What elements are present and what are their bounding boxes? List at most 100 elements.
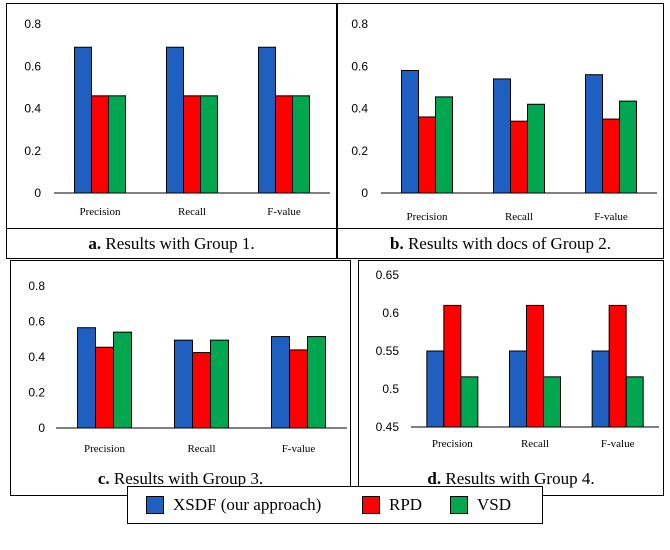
y-tick-label-d-1: 0.5 xyxy=(382,382,399,396)
chart-panel-d: 0.45 0.5 0.55 0.6 0.65 Precision Recall F-value… xyxy=(358,260,664,496)
y-tick-label-b-3: 0.6 xyxy=(351,59,368,73)
x-category-label-a-2: F-value xyxy=(267,206,301,218)
bar-a-precision-vsd xyxy=(108,95,126,194)
x-category-label-a-0: Precision xyxy=(80,206,121,218)
y-tick-label-a-0: 0 xyxy=(34,186,41,200)
chart-panel-c: 0 0.2 0.4 0.6 0.8 Precision Recall F-value c. R… xyxy=(10,260,351,496)
chart-svg-b: 0 0.2 0.4 0.6 0.8 Precision Recall F-value xyxy=(351,17,657,223)
caption-letter-a: a. xyxy=(88,234,102,253)
legend-swatch-rpd xyxy=(362,496,380,514)
bar-a-precision-rpd xyxy=(91,95,109,194)
x-category-label-a-1: Recall xyxy=(178,206,206,218)
caption-letter-c: c. xyxy=(97,469,110,488)
legend-item-rpd: RPD xyxy=(362,494,422,516)
chart-panel-b: 0 0.2 0.4 0.6 0.8 Precision Recall F-value b. R… xyxy=(337,3,664,259)
bar-c-fvalue-rpd xyxy=(289,349,308,429)
x-category-label-c-0: Precision xyxy=(84,443,125,455)
y-tick-label-b-0: 0 xyxy=(361,186,368,200)
bar-b-precision-xsdf xyxy=(401,69,419,194)
bar-b-fvalue-rpd xyxy=(602,118,620,194)
bar-c-precision-vsd xyxy=(113,331,132,429)
bar-a-fvalue-rpd xyxy=(275,95,293,194)
bar-c-fvalue-vsd xyxy=(307,336,326,429)
y-tick-label-c-1: 0.2 xyxy=(28,386,45,400)
y-tick-label-b-2: 0.4 xyxy=(351,102,368,116)
bar-d-recall-xsdf xyxy=(509,350,527,428)
y-tick-label-d-3: 0.6 xyxy=(382,306,399,320)
bar-c-recall-rpd xyxy=(192,352,211,429)
y-tick-label-d-2: 0.55 xyxy=(376,344,400,358)
bar-b-precision-rpd xyxy=(418,116,436,194)
legend-item-vsd: VSD xyxy=(450,494,511,516)
x-category-label-b-2: F-value xyxy=(594,211,628,223)
y-tick-label-c-4: 0.8 xyxy=(28,279,45,293)
y-tick-label-a-3: 0.6 xyxy=(24,59,41,73)
x-category-label-c-1: Recall xyxy=(187,443,215,455)
chart-svg-a: 0 0.2 0.4 0.6 0.8 Precision Recall F-value xyxy=(24,17,330,218)
y-tick-label-d-4: 0.65 xyxy=(376,268,400,282)
caption-divider-a xyxy=(7,228,336,229)
legend-swatch-xsdf xyxy=(146,496,164,514)
bar-d-fvalue-rpd xyxy=(608,304,627,428)
x-category-label-d-2: F-value xyxy=(601,438,635,450)
bar-a-recall-rpd xyxy=(183,95,201,194)
legend-label-xsdf: XSDF (our approach) xyxy=(173,495,322,514)
bar-a-recall-xsdf xyxy=(166,46,184,194)
bar-b-recall-vsd xyxy=(527,103,545,194)
caption-text-c: Results with Group 3. xyxy=(109,469,264,488)
y-tick-label-a-1: 0.2 xyxy=(24,144,41,158)
caption-letter-d: d. xyxy=(427,469,442,488)
bar-c-recall-xsdf xyxy=(174,339,193,429)
bar-a-fvalue-xsdf xyxy=(258,46,276,194)
x-category-label-d-1: Recall xyxy=(521,438,549,450)
chart-caption-c: c. Results with Group 3. xyxy=(11,469,350,489)
legend-item-xsdf: XSDF (our approach) xyxy=(146,494,321,516)
y-tick-label-c-2: 0.4 xyxy=(28,350,45,364)
caption-letter-b: b. xyxy=(389,234,404,253)
bar-b-fvalue-vsd xyxy=(619,100,637,194)
bar-d-fvalue-vsd xyxy=(625,376,644,428)
bar-b-recall-xsdf xyxy=(493,78,511,194)
bar-d-precision-rpd xyxy=(443,304,462,428)
legend-label-rpd: RPD xyxy=(389,495,423,514)
y-tick-label-c-0: 0 xyxy=(38,421,45,435)
chart-caption-b: b. Results with docs of Group 2. xyxy=(338,234,663,254)
bar-b-recall-rpd xyxy=(510,120,528,194)
bar-d-precision-vsd xyxy=(460,376,479,428)
x-category-label-c-2: F-value xyxy=(282,443,316,455)
chart-panel-a: 0 0.2 0.4 0.6 0.8 Precision Recall F-value a. R… xyxy=(6,3,337,259)
x-category-label-d-0: Precision xyxy=(432,438,473,450)
bar-a-recall-vsd xyxy=(200,95,218,194)
chart-legend: XSDF (our approach) RPD VSD xyxy=(127,486,543,524)
legend-label-vsd: VSD xyxy=(477,495,512,514)
bar-b-precision-vsd xyxy=(435,96,453,194)
bar-c-precision-xsdf xyxy=(77,327,96,429)
y-tick-label-d-0: 0.45 xyxy=(376,420,400,434)
bar-d-fvalue-xsdf xyxy=(591,350,610,428)
chart-svg-c: 0 0.2 0.4 0.6 0.8 Precision Recall F-value xyxy=(28,279,347,455)
bar-c-fvalue-xsdf xyxy=(271,336,290,429)
bar-d-recall-vsd xyxy=(543,376,561,428)
y-tick-label-a-2: 0.4 xyxy=(24,102,41,116)
y-tick-label-b-1: 0.2 xyxy=(351,144,368,158)
bar-d-recall-rpd xyxy=(526,304,544,428)
chart-svg-d: 0.45 0.5 0.55 0.6 0.65 Precision Recall F-value xyxy=(376,268,659,450)
x-category-label-b-0: Precision xyxy=(407,211,448,223)
chart-caption-a: a. Results with Group 1. xyxy=(7,234,336,254)
caption-text-a: Results with Group 1. xyxy=(101,234,255,253)
bar-a-fvalue-vsd xyxy=(292,95,310,194)
bar-d-precision-xsdf xyxy=(426,350,445,428)
bar-a-precision-xsdf xyxy=(74,46,92,194)
x-category-label-b-1: Recall xyxy=(505,211,533,223)
y-tick-label-a-4: 0.8 xyxy=(24,17,41,31)
caption-text-d: Results with Group 4. xyxy=(441,469,595,488)
chart-caption-d: d. Results with Group 4. xyxy=(359,469,663,489)
y-tick-label-b-4: 0.8 xyxy=(351,17,368,31)
bar-b-fvalue-xsdf xyxy=(585,74,603,194)
bar-c-precision-rpd xyxy=(95,346,114,429)
bar-c-recall-vsd xyxy=(210,339,229,429)
legend-swatch-vsd xyxy=(450,496,468,514)
y-tick-label-c-3: 0.6 xyxy=(28,315,45,329)
caption-text-b: Results with docs of Group 2. xyxy=(403,234,611,253)
caption-divider-b xyxy=(338,228,663,229)
